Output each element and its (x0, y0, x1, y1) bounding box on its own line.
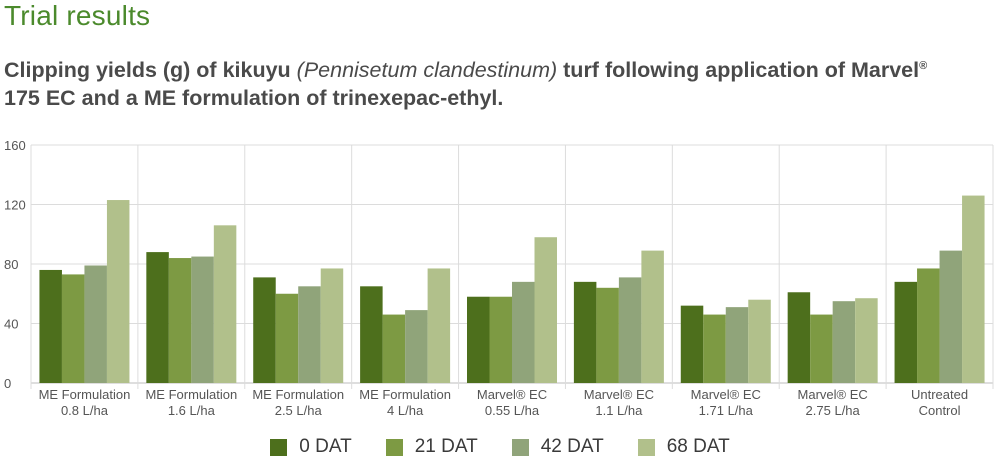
x-tick-label: Marvel® EC (798, 387, 868, 402)
bar (213, 225, 237, 383)
legend-item: 0 DAT (270, 434, 352, 460)
bar (84, 265, 107, 383)
legend-label: 68 DAT (666, 436, 730, 457)
x-tick-label: 1.1 L/ha (595, 403, 643, 418)
bar (680, 305, 704, 383)
bar (168, 258, 192, 383)
x-tick-label: ME Formulation (359, 387, 451, 402)
bar (467, 296, 490, 383)
legend-item: 21 DAT (385, 434, 478, 460)
chart-title-part1: Clipping yields (g) of kikuyu (4, 58, 297, 82)
y-tick-label: 40 (4, 317, 18, 332)
bar (832, 301, 856, 383)
y-tick-label: 80 (4, 257, 18, 272)
bar (405, 310, 428, 383)
bar (641, 250, 664, 383)
legend-item: 42 DAT (511, 434, 604, 460)
bar (810, 314, 833, 383)
bar (894, 281, 918, 383)
bar (618, 277, 642, 383)
legend-swatch (270, 438, 288, 456)
x-tick-label: 4 L/ha (387, 403, 424, 418)
bar (855, 298, 878, 383)
chart-title: Clipping yields (g) of kikuyu (Pennisetu… (4, 52, 964, 112)
bar (320, 268, 344, 383)
bar (725, 307, 749, 383)
y-tick-label: 160 (4, 138, 26, 153)
x-tick-label: Control (919, 403, 961, 418)
x-tick-label: Untreated (911, 387, 968, 402)
bar (573, 281, 597, 383)
bar (703, 314, 726, 383)
legend-label: 0 DAT (299, 436, 352, 457)
legend-label: 21 DAT (414, 436, 478, 457)
bar (106, 200, 130, 383)
bar (917, 268, 940, 383)
x-tick-label: 0.8 L/ha (61, 403, 109, 418)
x-tick-label: 2.5 L/ha (275, 403, 323, 418)
legend-swatch (637, 438, 655, 456)
y-tick-label: 0 (4, 376, 11, 391)
x-tick-label: 1.6 L/ha (168, 403, 216, 418)
bar (787, 292, 811, 383)
x-tick-label: Marvel® EC (691, 387, 761, 402)
x-tick-label: ME Formulation (145, 387, 237, 402)
legend-swatch (385, 438, 403, 456)
x-tick-label: 0.55 L/ha (485, 403, 540, 418)
bar (748, 299, 771, 383)
bar (146, 252, 169, 383)
x-tick-label: ME Formulation (252, 387, 344, 402)
y-tick-label: 120 (4, 198, 26, 213)
bar (191, 256, 214, 383)
legend-swatch (511, 438, 529, 456)
x-tick-label: Marvel® EC (477, 387, 547, 402)
registered-mark: ® (919, 60, 928, 72)
bar (253, 277, 276, 383)
bar (962, 195, 985, 383)
bar (298, 286, 321, 383)
legend-item: 68 DAT (637, 434, 730, 460)
section-heading: Trial results (4, 0, 151, 31)
bar (61, 274, 85, 383)
chart-title-part3: 175 EC and a ME formulation of trinexepa… (4, 86, 504, 110)
bar (360, 286, 383, 383)
legend-label: 42 DAT (540, 436, 604, 457)
bar (534, 237, 557, 383)
x-tick-label: 2.75 L/ha (806, 403, 861, 418)
chart-title-part2: turf following application of Marvel (557, 58, 920, 82)
chart-legend: 0 DAT 21 DAT 42 DAT 68 DAT (0, 434, 1000, 460)
chart-title-species: (Pennisetum clandestinum) (296, 58, 558, 82)
bar (275, 293, 299, 383)
bar (39, 269, 62, 383)
x-tick-label: 1.71 L/ha (699, 403, 754, 418)
bar (382, 314, 406, 383)
bar (512, 281, 535, 383)
bar (489, 296, 512, 383)
x-tick-label: Marvel® EC (584, 387, 654, 402)
bar (939, 250, 963, 383)
x-tick-label: ME Formulation (39, 387, 131, 402)
bar (596, 287, 619, 383)
bar (427, 268, 451, 383)
